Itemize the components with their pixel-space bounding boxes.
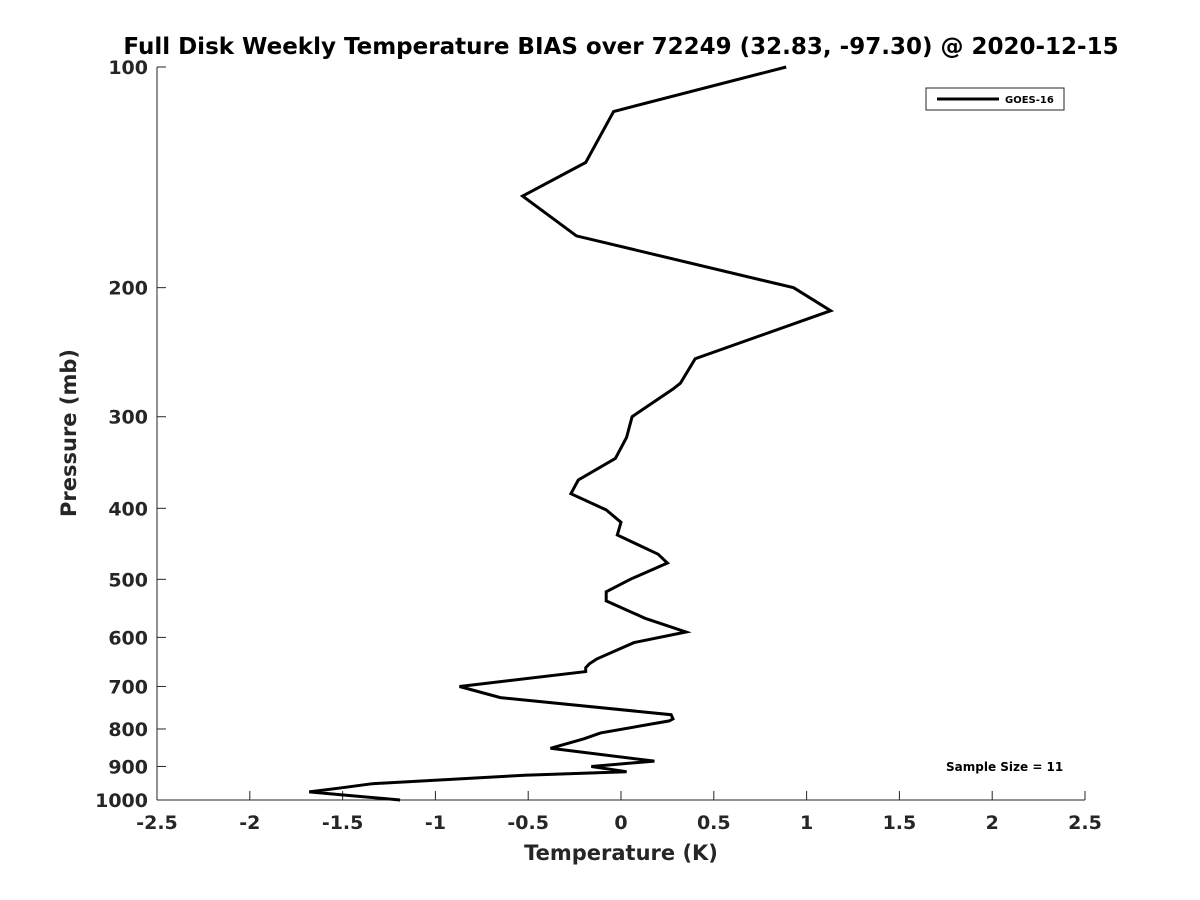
y-tick-label: 600 [108,627,148,649]
legend: GOES-16 [925,87,1065,111]
y-tick-label: 300 [108,407,148,429]
y-tick-label: 500 [108,569,148,591]
x-tick-label: -2.5 [136,812,178,834]
x-tick-label: 2 [986,812,999,834]
y-tick-label: 700 [108,676,148,698]
y-tick-label: 400 [108,498,148,520]
x-tick-label: -2 [239,812,260,834]
x-tick-label: 0 [614,812,627,834]
y-tick-label: 200 [108,278,148,300]
chart-title: Full Disk Weekly Temperature BIAS over 7… [123,34,1118,60]
x-tick-label: 1 [800,812,813,834]
y-axis-label: Pressure (mb) [57,349,81,517]
x-tick-label: 1.5 [883,812,917,834]
y-axis: 100 200 300 400 500 600 700 800 900 1000 [95,57,166,812]
series-layer [309,65,835,802]
y-tick-label: 100 [108,57,148,79]
x-tick-label: -1 [425,812,446,834]
y-tick-label: 1000 [95,790,148,812]
legend-label-goes-16: GOES-16 [1005,95,1054,106]
y-tick-label: 800 [108,719,148,741]
x-tick-label: 2.5 [1068,812,1102,834]
x-tick-label: -1.5 [322,812,364,834]
x-tick-label: -0.5 [507,812,549,834]
series-line-goes-16 [309,65,835,802]
x-axis-label: Temperature (K) [524,841,718,865]
x-tick-label: 0.5 [697,812,731,834]
sample-size-annotation: Sample Size = 11 [946,760,1063,774]
y-tick-label: 900 [108,756,148,778]
x-axis: -2.5 -2 -1.5 -1 -0.5 0 0.5 1 1.5 2 2.5 [136,791,1102,834]
